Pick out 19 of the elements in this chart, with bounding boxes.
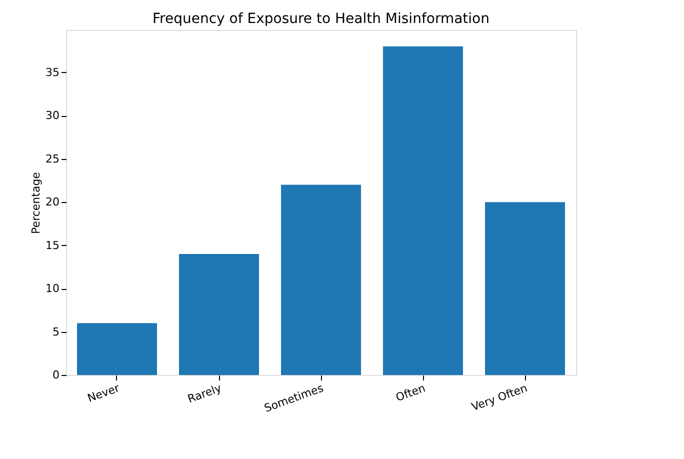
y-tick-label: 10 — [46, 282, 60, 296]
y-tick-label: 20 — [46, 196, 60, 209]
bar — [179, 254, 259, 375]
bar — [77, 323, 157, 375]
y-tick-label: 0 — [52, 368, 60, 382]
y-tick-label: 35 — [46, 66, 60, 79]
x-tick-label: Often — [394, 382, 428, 404]
chart-title: Frequency of Exposure to Health Misinformation — [152, 11, 490, 27]
bar — [383, 46, 463, 375]
x-tick-label: Very Often — [470, 382, 530, 414]
x-tick-label: Rarely — [186, 381, 224, 406]
bar — [485, 202, 565, 375]
y-tick-label: 25 — [46, 152, 60, 166]
y-tick-label: 30 — [46, 109, 60, 122]
y-tick-label: 5 — [52, 325, 60, 338]
bar — [281, 184, 361, 375]
y-axis-title: Percentage — [30, 172, 43, 234]
y-tick-label: 15 — [46, 238, 60, 252]
x-tick-label: Never — [86, 381, 122, 405]
